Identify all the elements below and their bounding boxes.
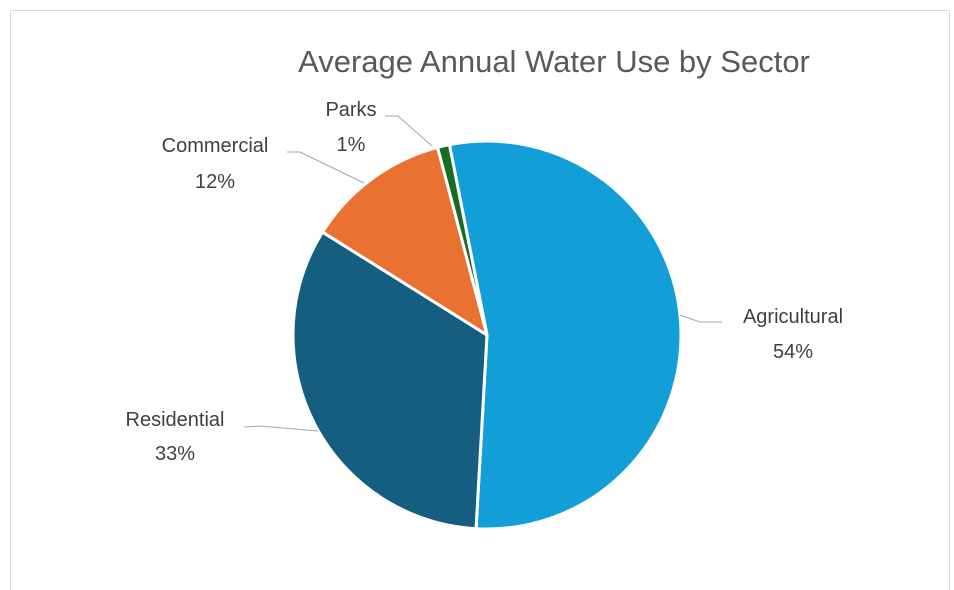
pie-slice-commercial bbox=[321, 145, 489, 337]
slice-label-agricultural: Agricultural bbox=[743, 306, 843, 328]
leader-parks bbox=[385, 115, 433, 147]
slice-label-parks: Parks bbox=[325, 99, 376, 121]
slice-pct-commercial: 12% bbox=[195, 171, 235, 193]
slice-pct-residential: 33% bbox=[155, 443, 195, 465]
leader-lines bbox=[243, 115, 722, 432]
pie-slices bbox=[291, 139, 683, 531]
slice-label-residential: Residential bbox=[126, 409, 225, 431]
leader-agricultural bbox=[679, 314, 722, 323]
slice-label-commercial: Commercial bbox=[162, 135, 269, 157]
pie-slice-agricultural bbox=[447, 139, 683, 531]
leader-residential bbox=[243, 425, 319, 432]
pie-slice-parks bbox=[436, 143, 489, 337]
chart-title: Average Annual Water Use by Sector bbox=[298, 44, 810, 79]
leader-commercial bbox=[287, 151, 365, 184]
slice-pct-parks: 1% bbox=[337, 134, 366, 156]
slice-pct-agricultural: 54% bbox=[773, 341, 813, 363]
